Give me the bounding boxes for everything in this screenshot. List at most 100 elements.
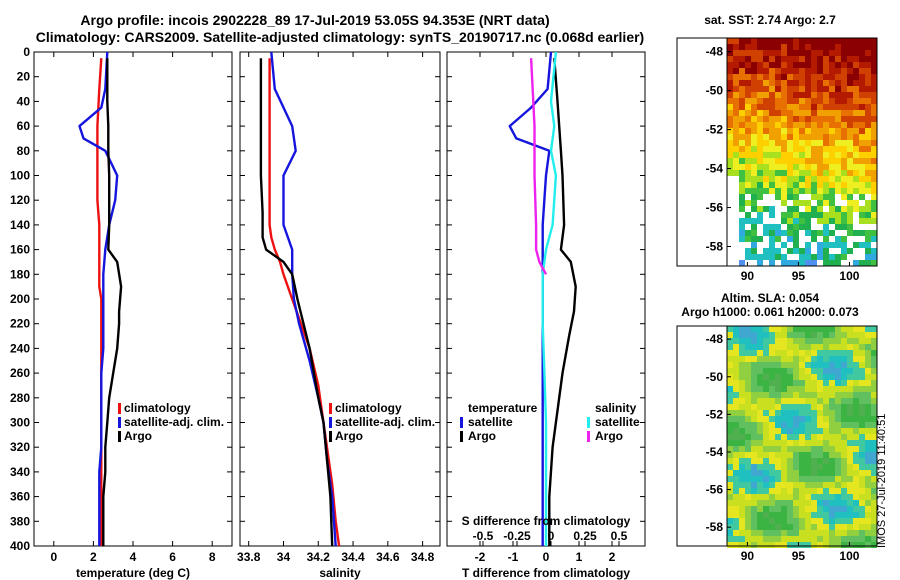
x-tick-label: 4 xyxy=(130,550,137,564)
map-cell xyxy=(823,362,829,368)
map-cell xyxy=(829,248,835,254)
map-cell xyxy=(835,326,841,332)
map-cell xyxy=(823,356,829,362)
map-cell xyxy=(811,392,817,398)
map-cell xyxy=(823,344,829,350)
map-cell xyxy=(805,374,811,380)
map-cell xyxy=(841,368,847,374)
map-cell xyxy=(871,152,877,158)
map-cell xyxy=(853,332,859,338)
map-cell xyxy=(817,176,823,182)
map-cell xyxy=(757,488,763,494)
map-cell xyxy=(835,368,841,374)
map-cell xyxy=(793,224,799,230)
map-cell xyxy=(805,194,811,200)
map-cell xyxy=(769,86,775,92)
map-cell xyxy=(799,386,805,392)
map-cell xyxy=(835,398,841,404)
map-cell xyxy=(847,392,853,398)
map-cell xyxy=(775,182,781,188)
map-cell xyxy=(805,512,811,518)
map-cell xyxy=(817,242,823,248)
map-cell xyxy=(793,434,799,440)
map-cell xyxy=(763,188,769,194)
map-cell xyxy=(865,182,871,188)
map-cell xyxy=(817,506,823,512)
map-cell xyxy=(763,56,769,62)
map-cell xyxy=(757,122,763,128)
map-cell xyxy=(865,122,871,128)
map-cell xyxy=(763,326,769,332)
map-cell xyxy=(829,326,835,332)
map-cell xyxy=(817,416,823,422)
map-cell xyxy=(841,224,847,230)
map-cell xyxy=(757,236,763,242)
map-cell xyxy=(799,146,805,152)
map-cell xyxy=(835,428,841,434)
map-cell xyxy=(823,236,829,242)
map-cell xyxy=(817,386,823,392)
map-cell xyxy=(727,260,733,266)
map-cell xyxy=(829,368,835,374)
map-cell xyxy=(739,326,745,332)
map-cell xyxy=(823,80,829,86)
map-cell xyxy=(841,446,847,452)
map-cell xyxy=(859,92,865,98)
map-cell xyxy=(763,518,769,524)
map-y-tick-label: -56 xyxy=(706,483,724,497)
map-cell xyxy=(799,434,805,440)
map-cell xyxy=(829,74,835,80)
map-cell xyxy=(757,254,763,260)
map-cell xyxy=(787,368,793,374)
map-cell xyxy=(871,38,877,44)
map-cell xyxy=(763,170,769,176)
map-cell xyxy=(811,332,817,338)
map-cell xyxy=(727,80,733,86)
map-cell xyxy=(841,170,847,176)
map-cell xyxy=(781,206,787,212)
map-cell xyxy=(823,434,829,440)
map-cell xyxy=(859,110,865,116)
map-cell xyxy=(739,536,745,542)
map-cell xyxy=(817,374,823,380)
map-cell xyxy=(859,362,865,368)
map-cell xyxy=(859,200,865,206)
x-tick-label: 2 xyxy=(90,550,97,564)
map-cell xyxy=(757,128,763,134)
legend-swatch xyxy=(460,431,463,442)
map-cell xyxy=(775,158,781,164)
map-cell xyxy=(817,332,823,338)
map-cell xyxy=(835,380,841,386)
map-cell xyxy=(865,398,871,404)
map-cell xyxy=(865,440,871,446)
map-cell xyxy=(733,248,739,254)
map-cell xyxy=(775,410,781,416)
map-cell xyxy=(829,104,835,110)
map-cell xyxy=(727,104,733,110)
map-cell xyxy=(865,146,871,152)
map-cell xyxy=(781,512,787,518)
legend-swatch xyxy=(118,431,121,442)
map-cell xyxy=(769,38,775,44)
map-cell xyxy=(787,260,793,266)
legend-swatch xyxy=(329,403,332,414)
y-tick-label: 140 xyxy=(10,218,30,232)
map-cell xyxy=(871,56,877,62)
map-cell xyxy=(769,140,775,146)
map-cell xyxy=(781,494,787,500)
map-cell xyxy=(745,116,751,122)
map-cell xyxy=(805,206,811,212)
map-cell xyxy=(847,56,853,62)
map-cell xyxy=(799,500,805,506)
map-cell xyxy=(739,542,745,548)
map-cell xyxy=(727,446,733,452)
map-cell xyxy=(787,74,793,80)
map-cell xyxy=(847,176,853,182)
map-cell xyxy=(829,350,835,356)
map-cell xyxy=(871,362,877,368)
map-cell xyxy=(787,482,793,488)
x-tick-label: 0 xyxy=(50,550,57,564)
map-cell xyxy=(733,230,739,236)
map-cell xyxy=(859,98,865,104)
map-cell xyxy=(835,392,841,398)
